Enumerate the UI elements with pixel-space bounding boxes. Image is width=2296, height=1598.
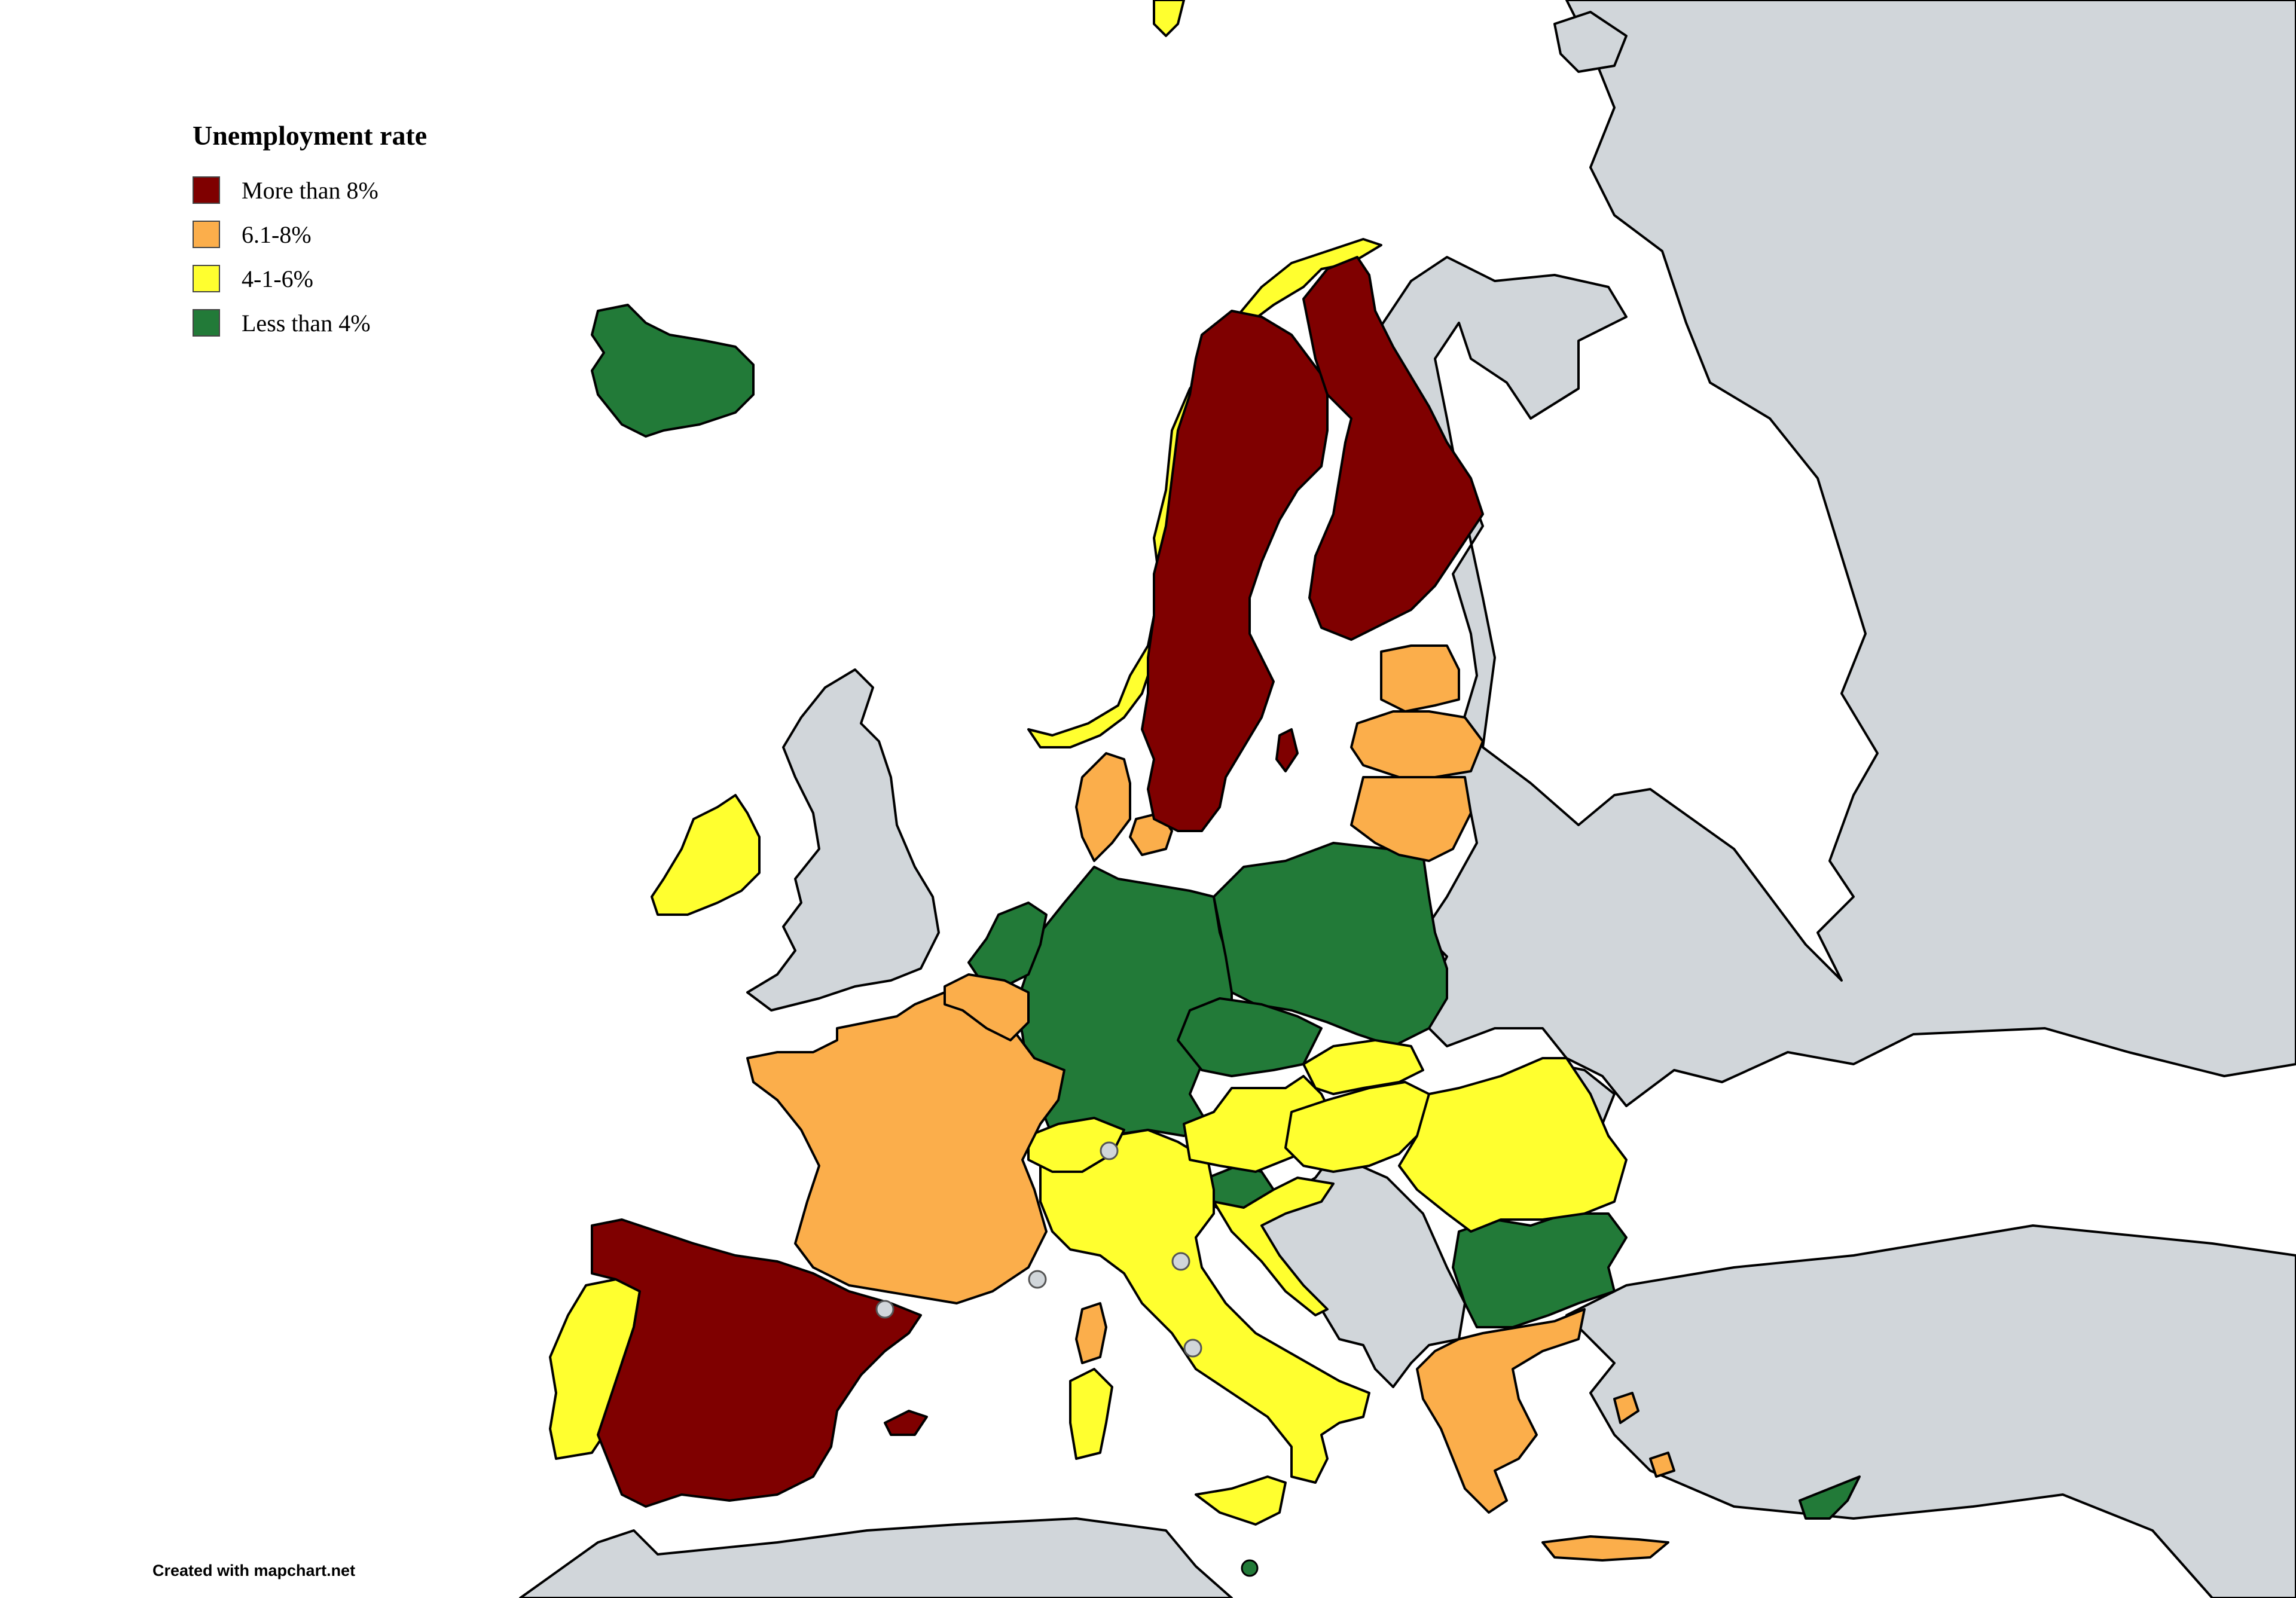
corsica (1075, 1302, 1107, 1364)
monaco-marker (1028, 1270, 1047, 1289)
gotland (1275, 728, 1299, 772)
legend-item-more-than-8: More than 8% (193, 168, 427, 212)
spain (591, 1218, 922, 1508)
greece (1416, 1308, 1586, 1514)
legend-swatch-dark-red (193, 176, 220, 204)
legend-swatch-orange (193, 221, 220, 248)
poland (1213, 842, 1448, 1047)
greek-islands (1613, 1392, 1639, 1424)
legend-title: Unemployment rate (193, 120, 428, 151)
legend-swatch-green (193, 309, 220, 337)
liechtenstein-marker (1100, 1141, 1119, 1160)
malta-marker (1241, 1559, 1259, 1577)
legend-swatch-yellow (193, 265, 220, 292)
legend-item-6-1-to-8: 6.1-8% (193, 212, 427, 256)
finland (1302, 256, 1484, 641)
legend-item-less-than-4: Less than 4% (193, 301, 427, 345)
credit-text: Created with mapchart.net (152, 1562, 356, 1579)
turkey (1565, 1224, 2296, 1598)
legend-label: Less than 4% (242, 309, 371, 337)
slovakia (1302, 1039, 1424, 1095)
belgium-luxembourg (944, 973, 1030, 1041)
ireland (651, 794, 761, 916)
sweden (1141, 310, 1329, 832)
legend: Unemployment rate More than 8% 6.1-8% 4-… (193, 120, 427, 345)
novaya-zemlya-area (1553, 11, 1628, 73)
latvia (1350, 710, 1484, 778)
france (746, 985, 1065, 1304)
russia-belarus-ukraine-region (1374, 0, 2296, 1107)
denmark (1075, 752, 1131, 862)
estonia (1380, 644, 1460, 713)
cyprus (1799, 1475, 1861, 1520)
romania (1398, 1057, 1628, 1233)
vatican-marker (1183, 1339, 1202, 1358)
crete (1541, 1535, 1669, 1562)
balearic-islands (884, 1410, 928, 1436)
legend-label: 6.1-8% (242, 221, 312, 248)
sardinia (1069, 1368, 1113, 1460)
iceland (591, 304, 755, 438)
san-marino-marker (1171, 1252, 1190, 1271)
hungary (1284, 1081, 1430, 1173)
legend-label: More than 8% (242, 176, 378, 204)
lithuania (1350, 776, 1472, 862)
italy (1039, 1129, 1370, 1484)
north-africa (519, 1517, 1233, 1598)
legend-label: 4-1-6% (242, 265, 313, 292)
svalbard-fragment (1153, 0, 1185, 37)
bulgaria (1452, 1212, 1628, 1328)
greek-islands-2 (1649, 1452, 1675, 1478)
croatia (1213, 1177, 1335, 1316)
uk (746, 668, 940, 1012)
legend-item-4-1-to-6: 4-1-6% (193, 256, 427, 301)
sicily (1195, 1475, 1287, 1526)
netherlands (967, 902, 1048, 988)
andorra-marker (875, 1300, 894, 1319)
